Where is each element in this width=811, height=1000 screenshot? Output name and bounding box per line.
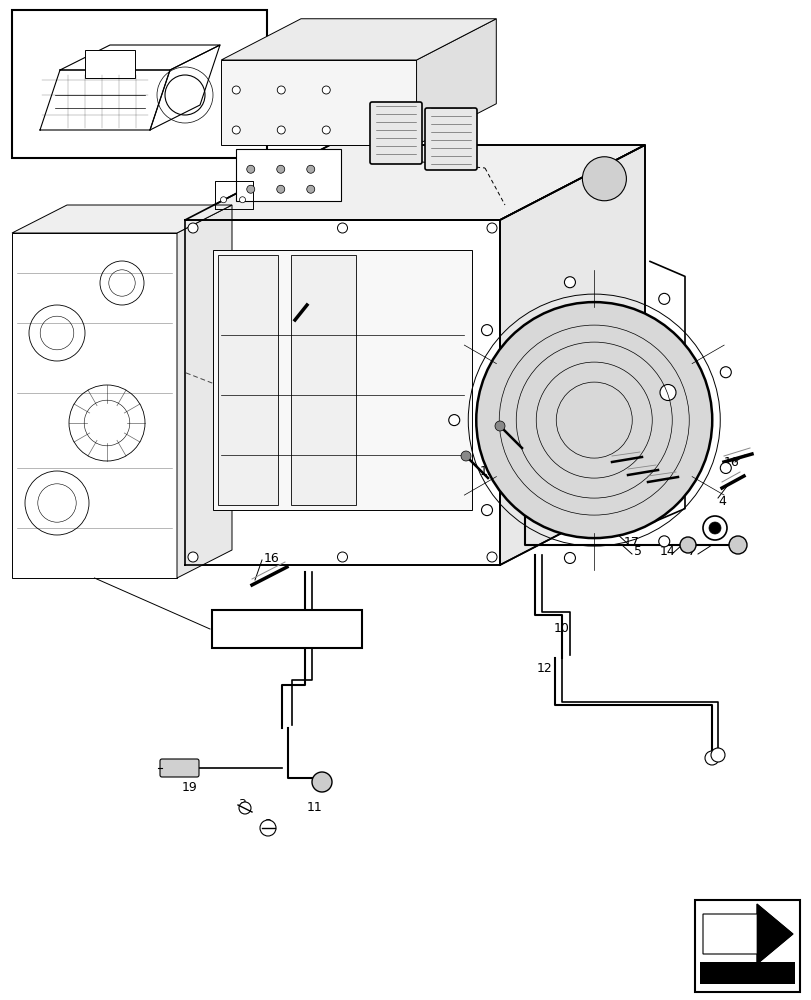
Circle shape <box>710 748 724 762</box>
Bar <box>235 149 341 201</box>
Circle shape <box>487 552 496 562</box>
Text: PAG. 03: PAG. 03 <box>260 622 314 636</box>
Circle shape <box>311 772 332 792</box>
Circle shape <box>307 165 315 173</box>
Text: 2: 2 <box>264 818 272 831</box>
Circle shape <box>564 552 575 563</box>
Circle shape <box>247 165 255 173</box>
Polygon shape <box>185 220 500 565</box>
Text: 13: 13 <box>654 488 669 502</box>
Circle shape <box>495 421 504 431</box>
Circle shape <box>232 126 240 134</box>
Text: 13: 13 <box>254 322 269 334</box>
Polygon shape <box>12 233 177 578</box>
Text: 9: 9 <box>613 458 621 472</box>
Circle shape <box>481 325 492 336</box>
FancyBboxPatch shape <box>212 610 362 648</box>
Bar <box>12 10 267 158</box>
Text: 18: 18 <box>182 764 198 776</box>
Circle shape <box>322 86 330 94</box>
Text: 15: 15 <box>479 465 496 478</box>
Circle shape <box>659 384 676 400</box>
Circle shape <box>708 522 720 534</box>
Circle shape <box>232 86 240 94</box>
Circle shape <box>487 223 496 233</box>
Circle shape <box>658 293 669 304</box>
Circle shape <box>658 536 669 547</box>
Text: 19: 19 <box>182 781 198 794</box>
Circle shape <box>461 451 470 461</box>
Bar <box>694 900 799 992</box>
Polygon shape <box>177 205 232 578</box>
Circle shape <box>337 552 347 562</box>
Text: 12: 12 <box>536 662 552 674</box>
Circle shape <box>564 277 575 288</box>
Circle shape <box>322 126 330 134</box>
Text: 5: 5 <box>633 545 642 558</box>
Circle shape <box>188 223 198 233</box>
Bar <box>699 962 794 984</box>
Circle shape <box>448 415 459 426</box>
FancyBboxPatch shape <box>370 102 422 164</box>
Text: 14: 14 <box>659 545 675 558</box>
Bar <box>217 255 277 505</box>
Polygon shape <box>221 19 496 60</box>
Circle shape <box>277 126 285 134</box>
Text: 10: 10 <box>553 621 569 634</box>
Circle shape <box>277 185 285 193</box>
Circle shape <box>719 462 731 473</box>
Polygon shape <box>416 19 496 145</box>
Bar <box>212 250 471 510</box>
Text: 17: 17 <box>624 535 639 548</box>
Text: 1: 1 <box>238 342 246 355</box>
FancyBboxPatch shape <box>160 759 199 777</box>
Circle shape <box>307 185 315 193</box>
Circle shape <box>260 820 276 836</box>
Polygon shape <box>756 904 792 964</box>
Text: 8: 8 <box>448 92 456 105</box>
Circle shape <box>238 802 251 814</box>
Circle shape <box>581 157 625 201</box>
Text: 15: 15 <box>513 434 530 446</box>
Bar <box>290 255 355 505</box>
Polygon shape <box>12 205 232 233</box>
Circle shape <box>337 223 347 233</box>
Circle shape <box>221 197 226 203</box>
Circle shape <box>719 367 731 378</box>
Polygon shape <box>185 145 644 220</box>
Bar <box>85 50 135 78</box>
Text: 7: 7 <box>687 545 695 558</box>
Polygon shape <box>500 145 644 565</box>
Circle shape <box>247 185 255 193</box>
Text: 16: 16 <box>723 456 739 468</box>
Circle shape <box>277 86 285 94</box>
Circle shape <box>476 302 711 538</box>
Text: 11: 11 <box>307 801 323 814</box>
Text: 4: 4 <box>717 495 725 508</box>
Polygon shape <box>702 904 792 964</box>
Text: 3: 3 <box>238 798 246 811</box>
Circle shape <box>277 165 285 173</box>
Polygon shape <box>221 60 416 145</box>
Circle shape <box>704 751 718 765</box>
Circle shape <box>728 536 746 554</box>
Text: 16: 16 <box>264 551 280 564</box>
Circle shape <box>481 505 492 516</box>
FancyBboxPatch shape <box>424 108 476 170</box>
Circle shape <box>239 197 245 203</box>
Text: 6: 6 <box>633 473 642 486</box>
Circle shape <box>188 552 198 562</box>
Circle shape <box>679 537 695 553</box>
